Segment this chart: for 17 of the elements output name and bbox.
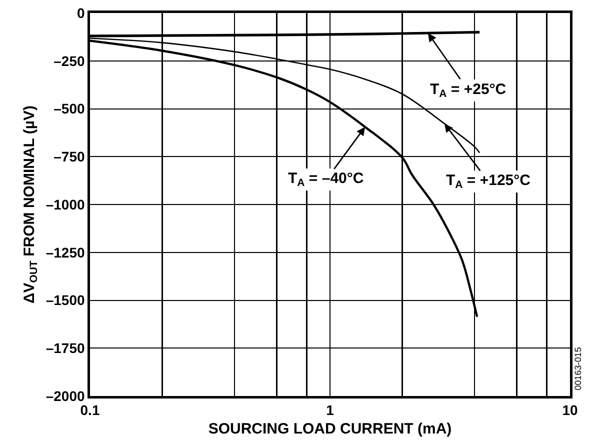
y-tick-label: –1000 (46, 196, 86, 212)
y-tick-label: –500 (54, 100, 85, 117)
x-tick-label: 0.1 (80, 402, 100, 418)
y-tick-label: –1750 (46, 340, 86, 356)
annotation: T$_{A}$ = –40°C (288, 170, 364, 190)
y-tick-label: –1500 (46, 292, 86, 308)
annotation: T$_{A}$ = +125°C (446, 172, 531, 192)
y-tick-label: –750 (54, 148, 85, 165)
y-tick-label: –250 (54, 52, 85, 69)
text: 00163-015 (572, 347, 583, 390)
y-tick-label: –1250 (46, 244, 86, 260)
annotation: T$_{A}$ = +25°C (430, 81, 506, 100)
x-tick-label: 10 (562, 402, 578, 418)
x-axis-title: SOURCING LOAD CURRENT (mA) (208, 420, 452, 438)
y-tick-label: 0 (77, 4, 86, 21)
y-tick-label: –2000 (46, 388, 86, 404)
x-tick-label: 1 (326, 402, 334, 418)
